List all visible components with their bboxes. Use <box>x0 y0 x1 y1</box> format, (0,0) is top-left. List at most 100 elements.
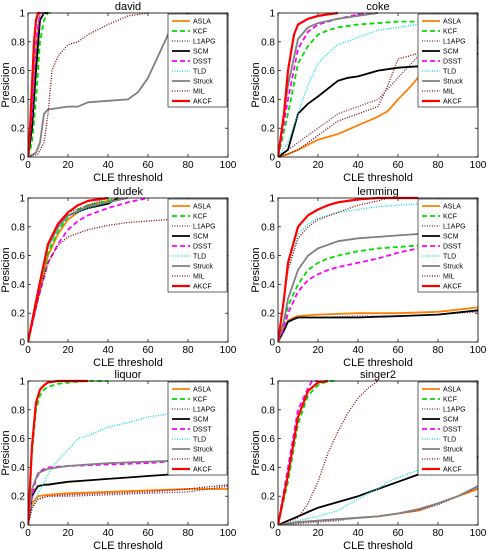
x-tick-label: 80 <box>182 528 194 539</box>
x-tick-label: 20 <box>312 160 324 171</box>
y-tick-label: 0.8 <box>261 405 275 416</box>
legend-label: L1APG <box>193 407 216 414</box>
legend-label: TLD <box>443 69 456 76</box>
legend-label: L1APG <box>193 39 216 46</box>
chart-title: singer2 <box>360 369 396 381</box>
legend-label: Struck <box>443 79 463 86</box>
axes-frame <box>27 380 229 526</box>
legend-label: TLD <box>193 69 206 76</box>
y-tick-label: 0 <box>19 338 25 349</box>
legend-label: MIL <box>193 89 205 96</box>
legend-label: ASLA <box>193 19 211 26</box>
x-tick-label: 60 <box>392 528 404 539</box>
x-tick-label: 20 <box>62 528 74 539</box>
y-tick-label: 0.4 <box>11 95 25 106</box>
legend-label: AKCF <box>193 99 212 106</box>
legend-label: Struck <box>443 264 463 271</box>
legend-label: L1APG <box>193 224 216 231</box>
series-struck <box>278 228 478 342</box>
y-tick-label: 0.4 <box>261 463 275 474</box>
x-axis-label: CLE threshold <box>93 357 163 369</box>
x-tick-label: 100 <box>470 528 487 539</box>
y-tick-label: 1 <box>19 194 25 205</box>
series-akcf <box>278 11 339 157</box>
y-tick-label: 0.6 <box>261 251 275 262</box>
y-tick-label: 0.8 <box>11 222 25 233</box>
y-tick-label: 0.8 <box>261 222 275 233</box>
legend-label: ASLA <box>193 204 211 211</box>
y-tick-label: 0.4 <box>261 95 275 106</box>
legend-label: TLD <box>193 437 206 444</box>
x-axis-label: CLE threshold <box>343 172 413 184</box>
legend-label: DSST <box>443 59 462 66</box>
x-tick-label: 20 <box>62 160 74 171</box>
series-kcf <box>278 380 338 525</box>
y-axis-label: Presicion <box>0 247 12 292</box>
x-axis-label: CLE threshold <box>343 540 413 550</box>
y-tick-label: 0.2 <box>11 309 25 320</box>
axes-frame <box>277 197 479 343</box>
legend-label: SCM <box>193 417 209 424</box>
y-tick-label: 0.2 <box>11 492 25 503</box>
legend-label: KCF <box>443 214 457 221</box>
y-tick-label: 0.8 <box>11 37 25 48</box>
legend-label: TLD <box>193 254 206 261</box>
y-tick-label: 1 <box>19 377 25 388</box>
x-tick-label: 60 <box>392 160 404 171</box>
chart-singer2: singer2 0 20 40 60 80 100 0 0.2 0.4 0.6 0.8 1 CLE thr… <box>250 369 487 550</box>
x-tick-label: 0 <box>25 528 31 539</box>
legend-label: ASLA <box>443 204 461 211</box>
legend-label: SCM <box>443 49 459 56</box>
legend-label: ASLA <box>443 19 461 26</box>
legend-label: KCF <box>443 397 457 404</box>
y-tick-label: 0.6 <box>261 434 275 445</box>
x-axis-label: CLE threshold <box>93 172 163 184</box>
legend-label: DSST <box>193 427 212 434</box>
series-struck <box>278 485 478 525</box>
y-tick-label: 0.8 <box>11 405 25 416</box>
legend-label: MIL <box>443 89 455 96</box>
y-tick-label: 0.8 <box>261 37 275 48</box>
x-tick-label: 60 <box>142 528 154 539</box>
x-tick-label: 20 <box>62 345 74 356</box>
series-l1apg <box>28 197 109 342</box>
y-tick-label: 0.2 <box>11 124 25 135</box>
legend-label: L1APG <box>443 39 466 46</box>
chart-title: coke <box>366 1 389 13</box>
y-tick-label: 1 <box>269 9 275 20</box>
chart-dudek: dudek 0 20 40 60 80 100 0 0.2 0.4 0.6 0.8 1 CLE thres… <box>0 186 237 369</box>
axes-frame <box>277 12 479 158</box>
x-tick-label: 40 <box>352 160 364 171</box>
legend-label: SCM <box>193 234 209 241</box>
x-axis-label: CLE threshold <box>93 540 163 550</box>
y-tick-label: 0 <box>269 338 275 349</box>
x-tick-label: 60 <box>142 160 154 171</box>
y-tick-label: 0 <box>269 521 275 532</box>
y-tick-label: 0.4 <box>261 280 275 291</box>
y-axis-label: Presicion <box>0 62 12 107</box>
legend-label: ASLA <box>443 387 461 394</box>
chart-liquor: liquor 0 20 40 60 80 100 0 0.2 0.4 0.6 0.8 1 CLE thre… <box>0 369 237 550</box>
legend-label: L1APG <box>443 224 466 231</box>
chart-lemming: lemming 0 20 40 60 80 100 0 0.2 0.4 0.6 0.8 1 CLE thr… <box>250 186 487 369</box>
series-scm <box>278 309 478 342</box>
chart-title: lemming <box>357 186 399 198</box>
x-tick-label: 80 <box>182 345 194 356</box>
y-tick-label: 0 <box>19 521 25 532</box>
legend-label: TLD <box>443 254 456 261</box>
y-tick-label: 1 <box>19 9 25 20</box>
series-mil <box>28 12 149 157</box>
legend-label: MIL <box>443 457 455 464</box>
legend-label: ASLA <box>193 387 211 394</box>
y-tick-label: 0.6 <box>11 66 25 77</box>
series-dsst <box>28 197 149 342</box>
x-axis-label: CLE threshold <box>343 357 413 369</box>
y-tick-label: 1 <box>269 377 275 388</box>
series-l1apg <box>278 38 478 157</box>
legend-label: DSST <box>443 244 462 251</box>
y-tick-label: 0.2 <box>261 309 275 320</box>
legend-label: MIL <box>443 274 455 281</box>
series-akcf <box>278 379 329 525</box>
x-tick-label: 100 <box>470 160 487 171</box>
